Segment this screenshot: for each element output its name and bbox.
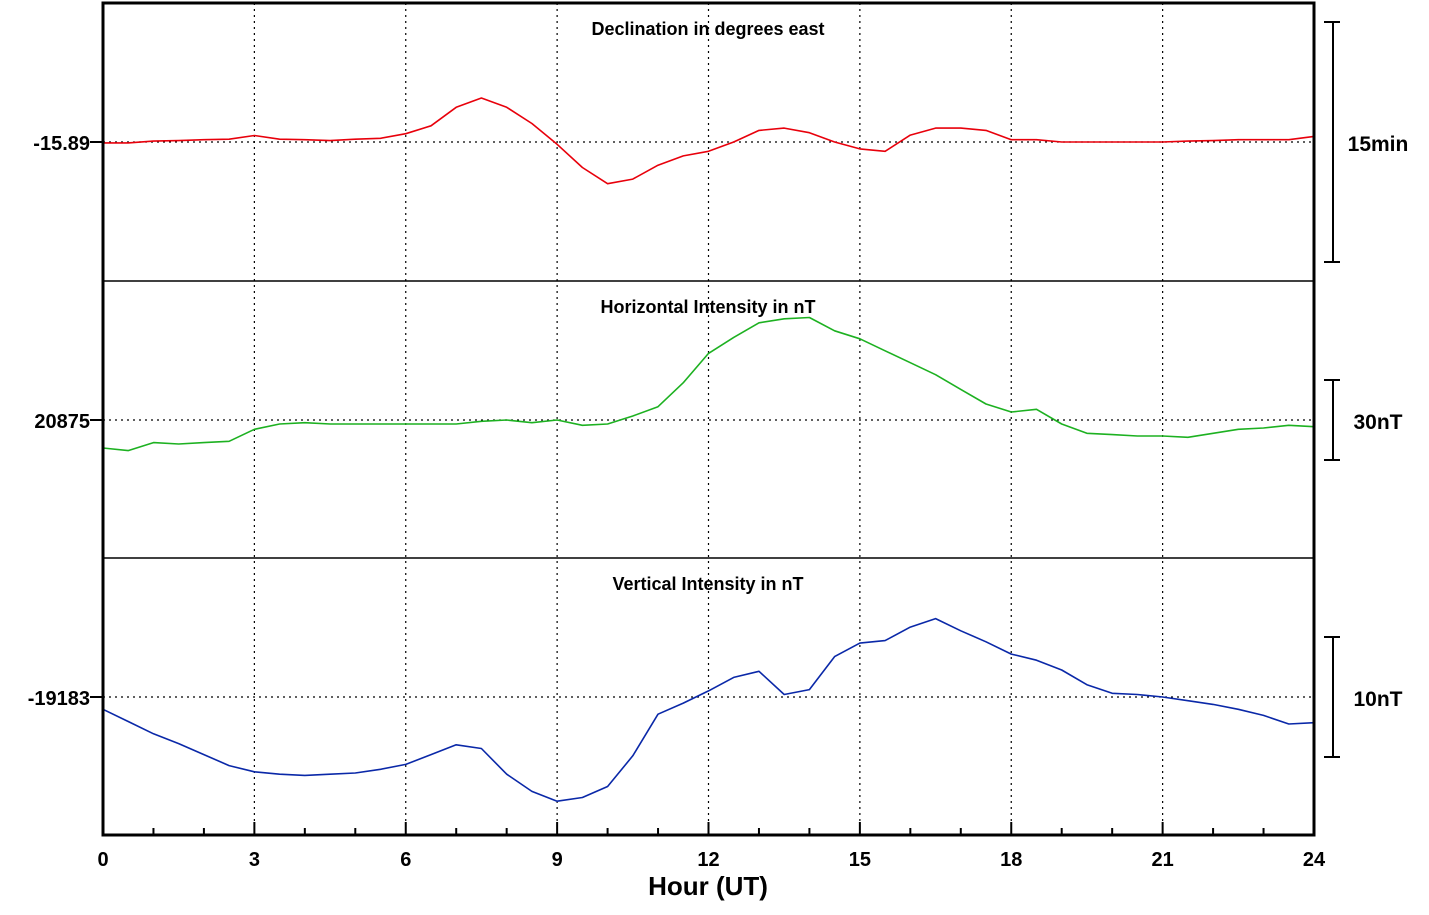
x-axis: 0 3 6 9 12 15 18 21 24	[97, 822, 1326, 871]
x-tick-label: 9	[552, 849, 563, 871]
series-line-vertical	[102, 617, 1315, 802]
scale-bar-horizontal	[1324, 379, 1340, 461]
scale-label-vertical: 10nT	[1353, 688, 1402, 711]
panel-title-vertical: Vertical Intensity in nT	[612, 574, 803, 594]
x-tick-label: 0	[97, 849, 108, 871]
x-tick-label: 6	[400, 849, 411, 871]
x-tick-label: 21	[1152, 849, 1174, 871]
panel-title-horizontal: Horizontal Intensity in nT	[601, 297, 816, 317]
plot-frame	[101, 1, 1316, 837]
scale-bar-declination	[1324, 21, 1340, 263]
panel-vertical: Vertical Intensity in nT -19183 10nT	[28, 574, 1403, 802]
series-line-declination	[103, 97, 1315, 185]
x-tick-label: 12	[697, 849, 719, 871]
x-axis-label: Hour (UT)	[648, 871, 768, 901]
x-tick-label: 18	[1000, 849, 1022, 871]
baseline-label-horizontal: 20875	[34, 411, 90, 433]
panels-group: Declination in degrees east -15.89 15min Ho…	[28, 3, 1409, 835]
baseline-label-vertical: -19183	[28, 688, 90, 710]
scale-bar-vertical	[1324, 636, 1340, 758]
baseline-label-declination: -15.89	[33, 133, 90, 155]
scale-label-horizontal: 30nT	[1353, 411, 1402, 434]
panel-title-declination: Declination in degrees east	[591, 19, 824, 39]
x-tick-label: 24	[1303, 849, 1326, 871]
panel-declination: Declination in degrees east -15.89 15min	[33, 19, 1409, 263]
x-tick-label: 15	[849, 849, 871, 871]
x-tick-label: 3	[249, 849, 260, 871]
panel-horizontal: Horizontal Intensity in nT 20875 30nT	[34, 297, 1403, 461]
series-line-horizontal	[102, 316, 1315, 452]
scale-label-declination: 15min	[1348, 133, 1409, 156]
